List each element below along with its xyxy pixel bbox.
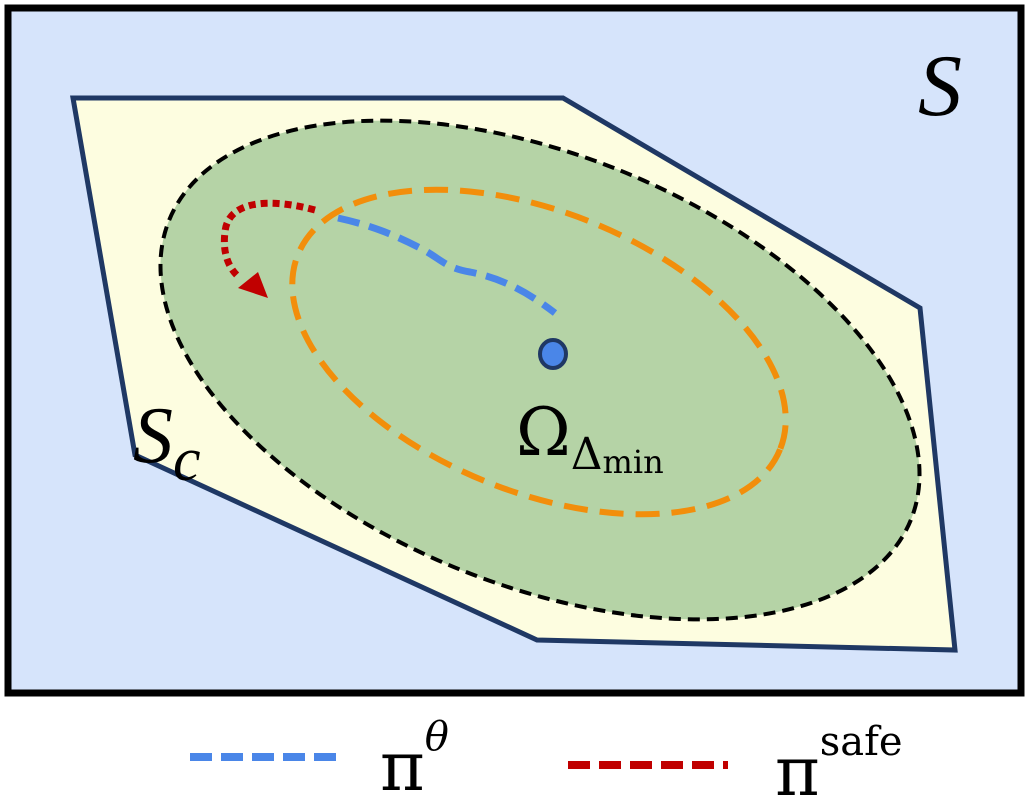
invariant-ellipse [289,186,789,518]
safe-arrowhead [238,272,268,298]
symbol: π [775,733,820,801]
equilibrium-point [538,338,568,370]
roa-ellipse [158,118,922,622]
state-space-label: S [918,38,962,135]
superscript: safe [820,719,903,765]
subscript: Δ [571,429,603,480]
subsubscript: min [603,443,664,481]
symbol: S [918,38,962,135]
legend-label: πsafe [775,719,903,801]
symbol: S [133,392,173,480]
invariant-label: ΩΔmin [516,394,664,481]
policy-trajectory [337,214,558,316]
symbol: π [380,728,425,801]
superscript: θ [425,714,449,760]
subscript: c [173,426,201,494]
symbol: Ω [516,394,571,471]
constraint-label: Sc [133,392,201,494]
legend-label: πθ [380,714,449,801]
safe-trajectory [220,199,316,281]
